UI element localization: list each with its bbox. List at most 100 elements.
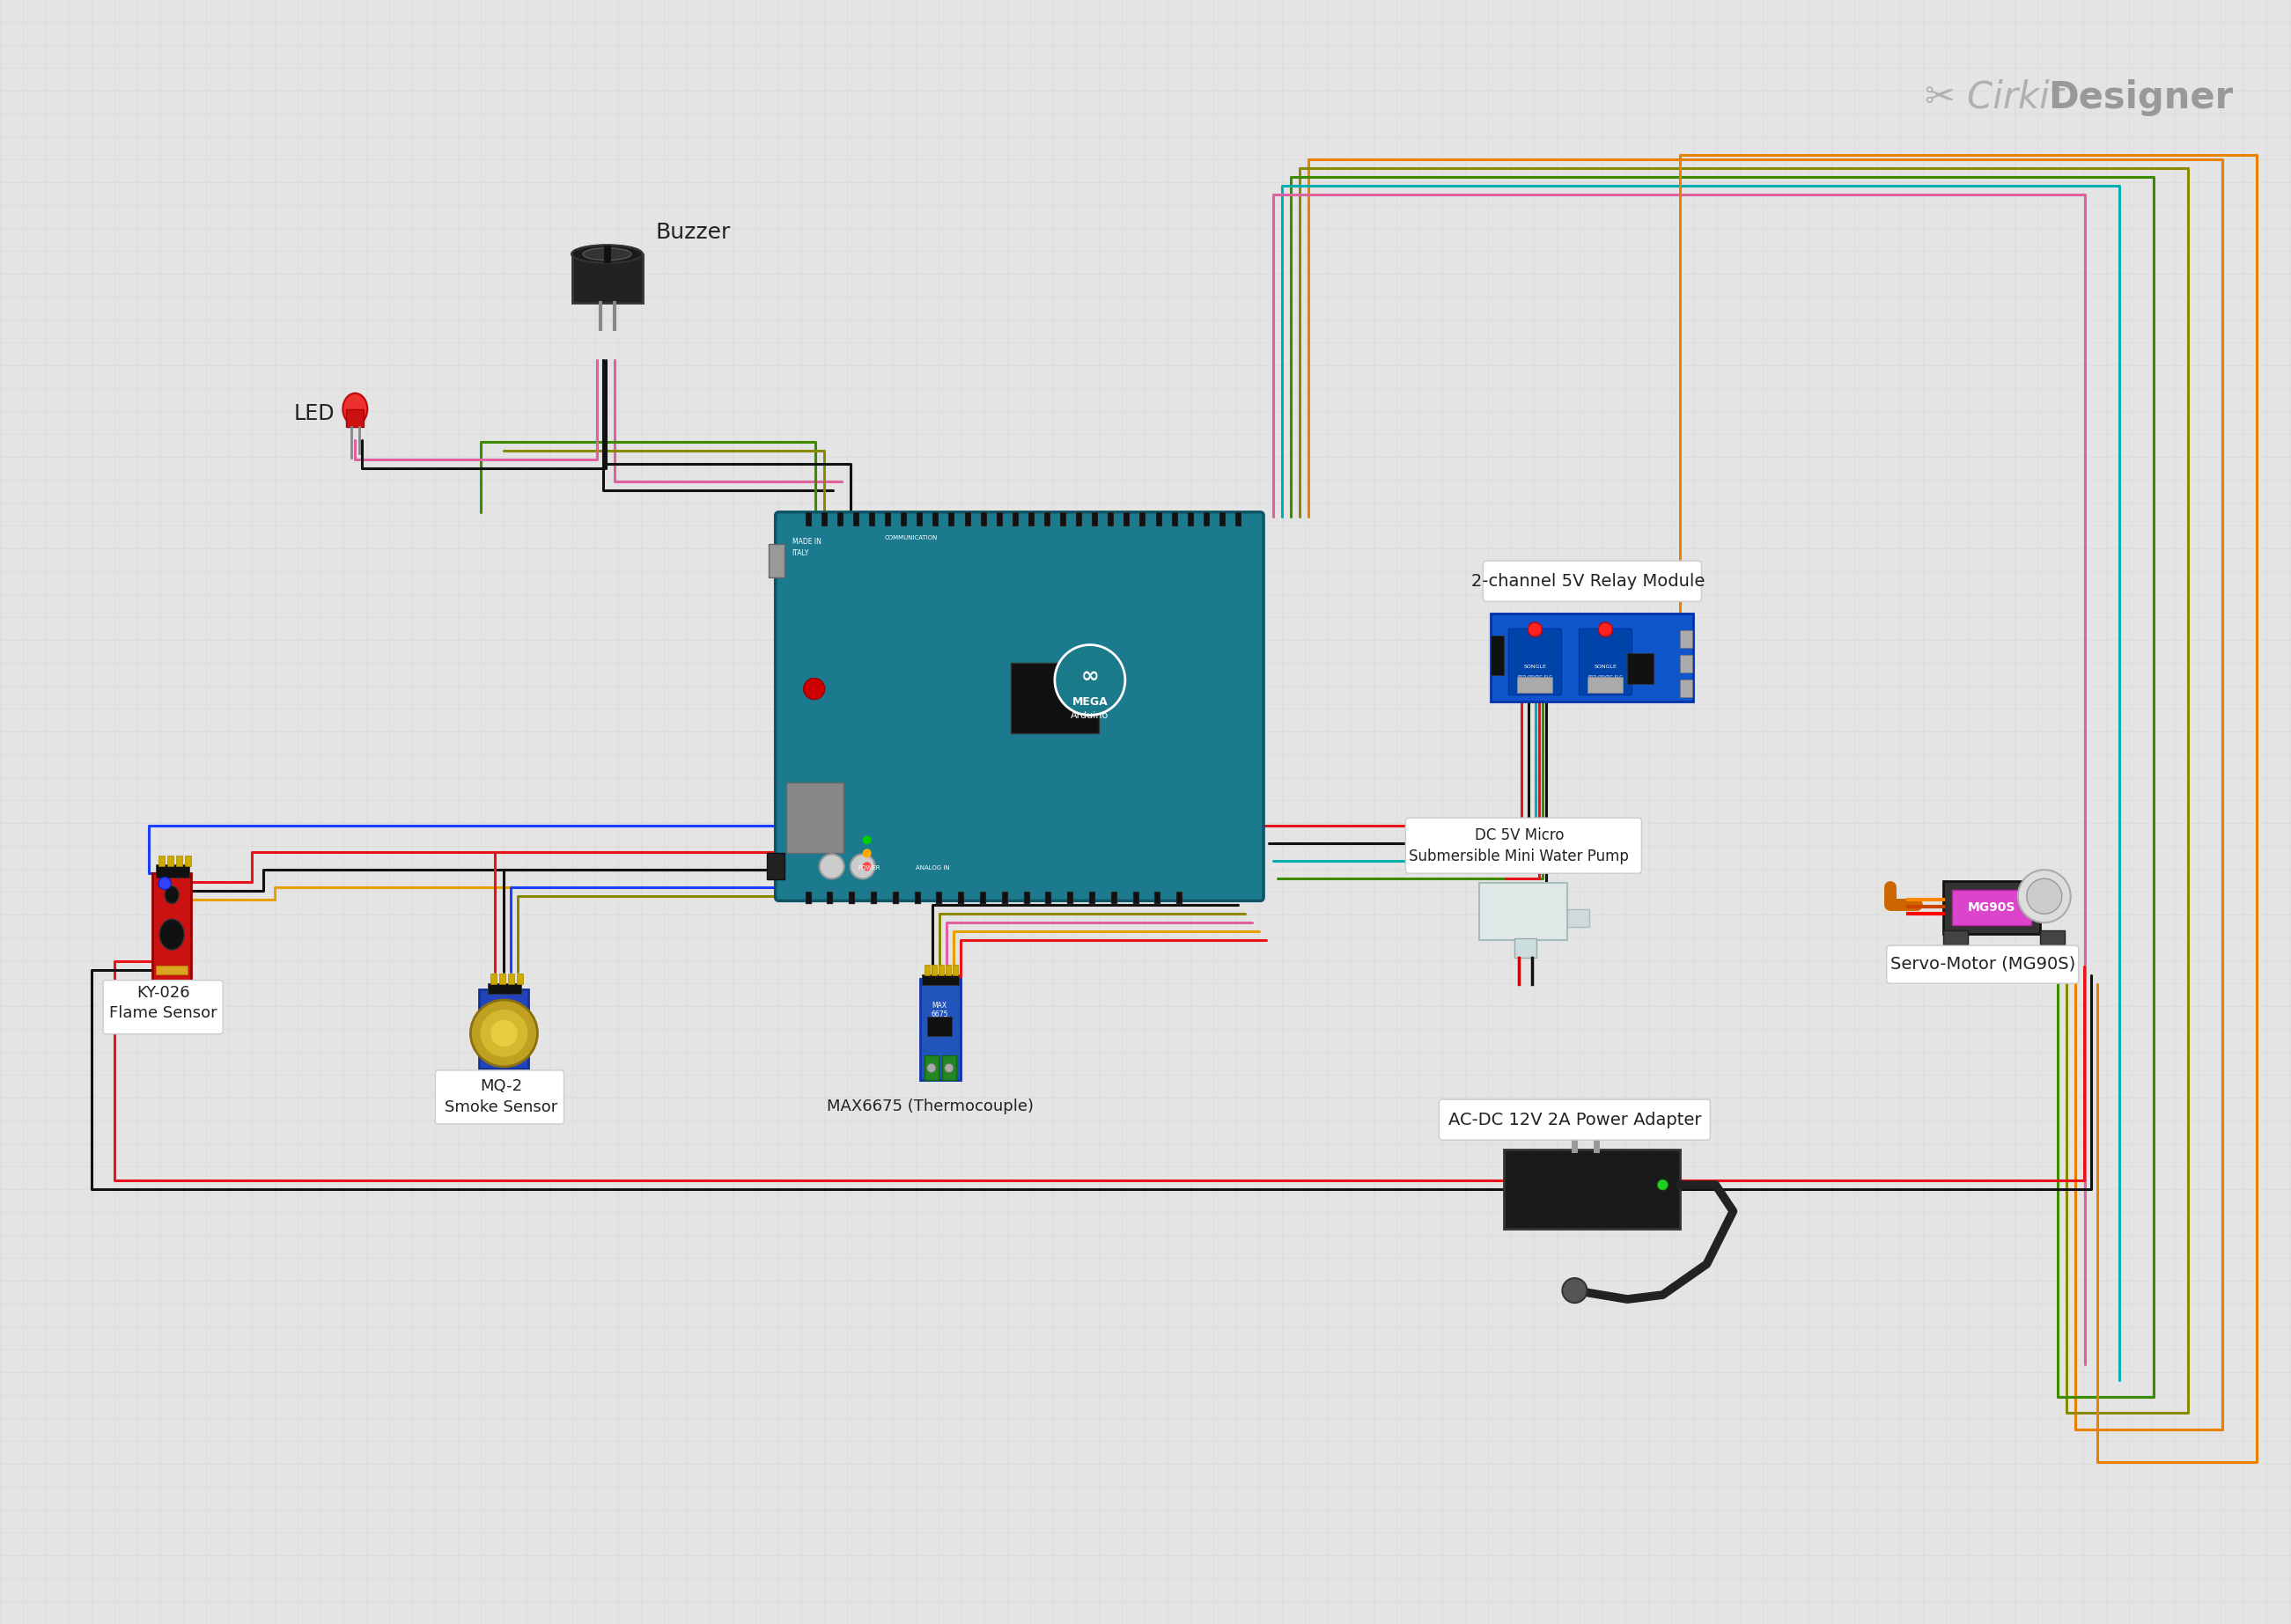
Circle shape (158, 877, 172, 890)
Bar (156, 864, 190, 877)
Bar (806, 892, 811, 905)
Bar (1514, 939, 1537, 958)
Bar (1045, 512, 1049, 526)
Bar (1219, 512, 1226, 526)
Ellipse shape (573, 245, 641, 263)
Bar (1010, 663, 1100, 732)
Bar (153, 872, 190, 987)
Text: POWER: POWER (859, 866, 880, 870)
Bar (1029, 512, 1036, 526)
Ellipse shape (344, 393, 367, 425)
Bar (1155, 512, 1162, 526)
Bar (923, 1056, 939, 1080)
Bar (1024, 892, 1031, 905)
Bar (942, 1056, 955, 1080)
Text: Buzzer: Buzzer (655, 221, 731, 242)
Circle shape (2018, 870, 2071, 922)
Bar (1125, 512, 1129, 526)
Circle shape (928, 1064, 935, 1072)
FancyBboxPatch shape (1482, 560, 1702, 601)
Circle shape (470, 1000, 538, 1067)
Text: ✂ Cirkit: ✂ Cirkit (1924, 80, 2076, 115)
Bar (1567, 909, 1590, 927)
Bar (158, 856, 165, 866)
Bar (1111, 892, 1118, 905)
Bar (820, 512, 827, 526)
Bar (1943, 931, 1968, 945)
Circle shape (490, 1020, 518, 1047)
Bar (490, 973, 497, 984)
Ellipse shape (582, 248, 632, 260)
Bar (958, 892, 965, 905)
Bar (346, 409, 364, 427)
Bar (499, 973, 506, 984)
Circle shape (1528, 622, 1542, 637)
Bar (806, 512, 811, 526)
Bar (1505, 1150, 1679, 1229)
Circle shape (479, 1009, 529, 1057)
Bar (1943, 882, 2039, 934)
Bar (156, 965, 188, 974)
Bar (167, 856, 174, 866)
Circle shape (864, 849, 871, 857)
Bar (1134, 892, 1139, 905)
Ellipse shape (165, 887, 179, 903)
Text: KY-026
Flame Sensor: KY-026 Flame Sensor (110, 984, 218, 1021)
Bar (603, 245, 612, 263)
Bar (852, 512, 859, 526)
Circle shape (804, 679, 825, 700)
Circle shape (944, 1064, 953, 1072)
Bar (997, 512, 1003, 526)
Bar (1491, 614, 1693, 702)
Bar (518, 973, 522, 984)
Bar (1171, 512, 1178, 526)
Text: ∞: ∞ (1081, 666, 1100, 687)
Bar (186, 856, 190, 866)
Text: Arduino: Arduino (1070, 711, 1109, 719)
Bar (1491, 635, 1505, 676)
Bar (948, 512, 955, 526)
Bar (836, 512, 843, 526)
Text: MAX6675 (Thermocouple): MAX6675 (Thermocouple) (827, 1099, 1033, 1114)
Bar (981, 512, 987, 526)
Bar (868, 512, 875, 526)
Circle shape (1054, 645, 1125, 715)
Bar (1679, 680, 1693, 697)
Text: LED: LED (293, 403, 334, 424)
Circle shape (820, 854, 843, 879)
Text: MQ-2: MQ-2 (495, 1025, 513, 1033)
Text: SONGLE: SONGLE (1524, 664, 1546, 669)
Bar (921, 979, 960, 1080)
Circle shape (1562, 1278, 1588, 1302)
Bar (850, 892, 855, 905)
Bar (1013, 512, 1019, 526)
Bar (932, 965, 937, 976)
Text: MG90S: MG90S (1968, 901, 2016, 914)
Bar (900, 512, 907, 526)
FancyBboxPatch shape (1888, 945, 2078, 984)
Bar (1068, 892, 1074, 905)
Bar (871, 892, 877, 905)
Bar (1952, 890, 2032, 926)
Bar (1093, 512, 1097, 526)
Circle shape (1599, 622, 1613, 637)
Bar (1517, 677, 1553, 693)
Bar (884, 512, 891, 526)
Bar (916, 512, 923, 526)
Circle shape (2028, 879, 2062, 914)
Bar (1155, 892, 1162, 905)
Bar (1187, 512, 1194, 526)
Text: SRD-05VDC-SLC: SRD-05VDC-SLC (1517, 676, 1553, 679)
Bar (932, 512, 939, 526)
Bar (946, 965, 951, 976)
Text: MEGA: MEGA (1072, 697, 1109, 708)
Bar (1588, 677, 1622, 693)
Bar (893, 892, 898, 905)
Text: Designer: Designer (2048, 80, 2234, 115)
Bar (1627, 653, 1654, 684)
Bar (1178, 892, 1182, 905)
Text: 2-channel 5V Relay Module: 2-channel 5V Relay Module (1471, 573, 1705, 590)
Bar (914, 892, 921, 905)
FancyBboxPatch shape (435, 1070, 564, 1124)
Text: MQ-2
Smoke Sensor: MQ-2 Smoke Sensor (444, 1078, 557, 1116)
